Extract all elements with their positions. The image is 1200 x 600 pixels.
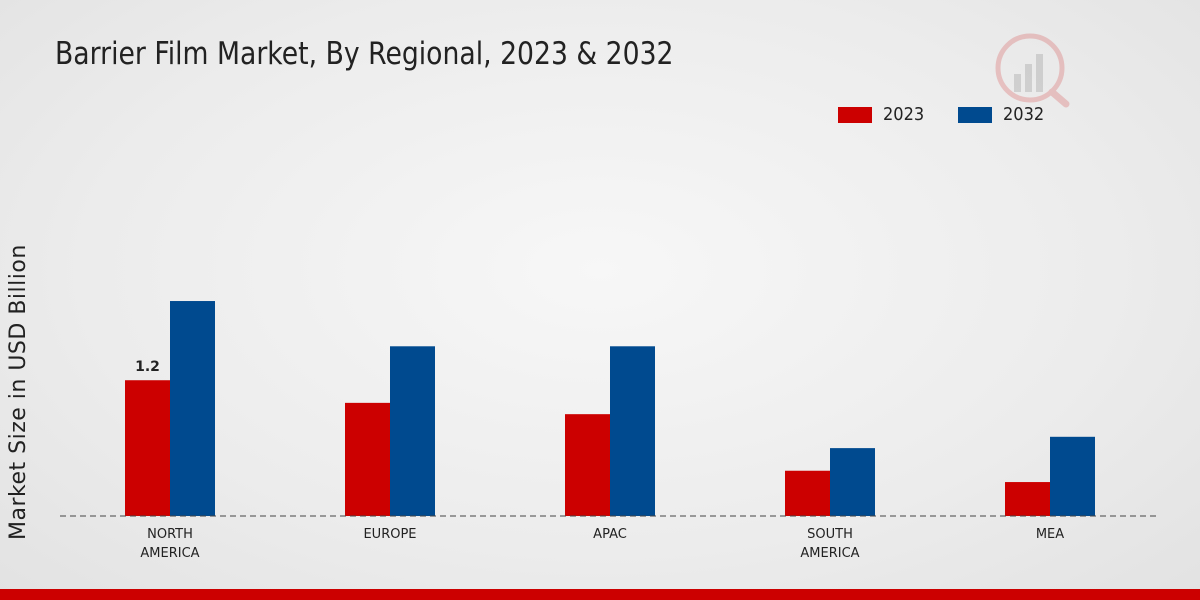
legend-label-2032: 2032: [1003, 104, 1045, 125]
data-label-0: 1.2: [135, 359, 160, 375]
x-tick-label-3-1: AMERICA: [800, 546, 859, 561]
x-tick-label-2-0: APAC: [593, 527, 627, 542]
bar-2023-2[interactable]: [565, 414, 610, 516]
watermark-logo-icon: [995, 33, 1070, 108]
chart-title: Barrier Film Market, By Regional, 2023 &…: [55, 36, 674, 72]
x-tick-label-0-1: AMERICA: [140, 546, 199, 561]
bar-2023-3[interactable]: [785, 470, 830, 516]
x-tick-label-1-0: EUROPE: [363, 527, 416, 542]
bar-2032-2[interactable]: [610, 346, 655, 516]
legend-label-2023: 2023: [883, 104, 925, 125]
bar-2023-1[interactable]: [345, 402, 390, 516]
legend-swatch-2023: [838, 106, 872, 123]
bar-2032-1[interactable]: [390, 346, 435, 516]
legend-item-2032[interactable]: 2032: [958, 104, 1049, 125]
bar-2023-0[interactable]: [125, 380, 170, 516]
x-tick-label-4-0: MEA: [1036, 527, 1064, 542]
bar-2032-3[interactable]: [830, 448, 875, 516]
legend-swatch-2032: [958, 106, 992, 123]
x-tick-label-0-0: NORTH: [147, 527, 193, 542]
bar-2032-0[interactable]: [170, 301, 215, 516]
bar-2023-4[interactable]: [1005, 482, 1050, 516]
legend-item-2023[interactable]: 2023: [838, 104, 929, 125]
x-tick-label-3-0: SOUTH: [807, 527, 853, 542]
footer-bar: [0, 589, 1200, 600]
bar-2032-4[interactable]: [1050, 436, 1095, 516]
